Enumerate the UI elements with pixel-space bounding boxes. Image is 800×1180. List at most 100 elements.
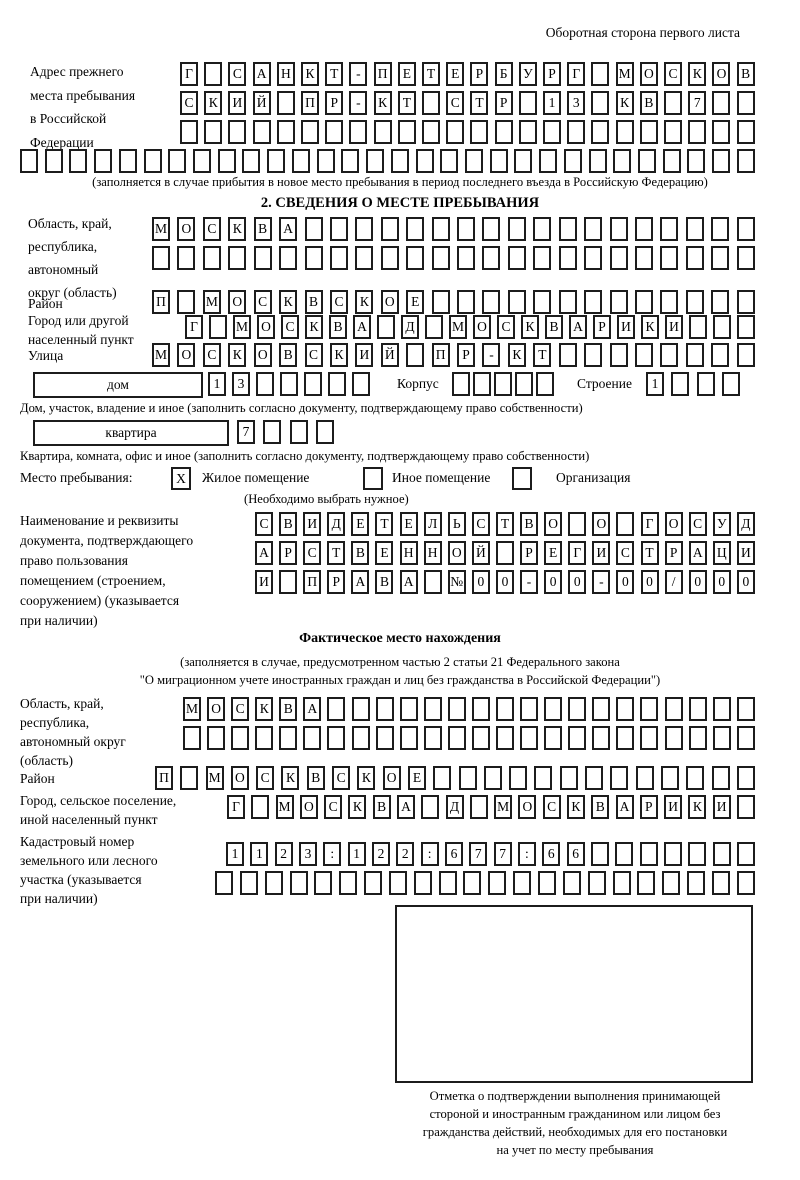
char-cell[interactable]: А [688,541,707,565]
char-cell[interactable]: И [592,541,611,565]
char-cell[interactable]: С [616,541,635,565]
char-cell[interactable] [507,217,526,241]
char-cell[interactable] [483,766,502,790]
char-cell[interactable] [660,343,679,367]
char-cell[interactable] [509,766,528,790]
char-cell[interactable] [507,246,526,270]
char-cell[interactable] [355,217,374,241]
char-cell[interactable]: Н [276,62,295,86]
char-cell[interactable]: Г [567,62,586,86]
char-cell[interactable] [612,871,631,895]
char-cell[interactable] [736,149,755,173]
char-cell[interactable] [518,91,537,115]
char-cell[interactable] [373,120,392,144]
char-cell[interactable] [452,372,470,396]
char-cell[interactable] [544,697,563,721]
char-cell[interactable]: - [482,343,501,367]
char-cell[interactable]: 1 [226,842,244,866]
char-cell[interactable]: 0 [616,570,635,594]
char-cell[interactable] [193,149,212,173]
char-cell[interactable]: Т [375,512,394,536]
char-cell[interactable] [143,149,162,173]
char-cell[interactable]: К [228,343,247,367]
checkbox-organization[interactable] [512,467,532,490]
char-cell[interactable] [279,726,298,750]
char-cell[interactable]: 1 [347,842,366,866]
char-cell[interactable] [640,697,659,721]
char-cell[interactable]: И [665,315,683,339]
char-cell[interactable] [341,149,360,173]
char-cell[interactable]: Д [445,795,464,819]
char-cell[interactable]: Р [325,91,344,115]
char-cell[interactable]: М [202,290,221,314]
char-cell[interactable]: 3 [567,91,586,115]
char-cell[interactable]: Р [543,62,562,86]
char-cell[interactable]: С [471,512,490,536]
char-cell[interactable] [711,871,730,895]
char-cell[interactable]: 7 [688,91,707,115]
char-cell[interactable] [482,217,501,241]
char-cell[interactable]: - [520,570,539,594]
char-cell[interactable]: О [299,795,318,819]
char-cell[interactable] [251,795,270,819]
char-cell[interactable] [712,842,731,866]
char-cell[interactable]: К [348,795,367,819]
char-cell[interactable] [20,149,38,173]
char-cell[interactable]: А [399,570,418,594]
char-cell[interactable] [637,149,656,173]
char-cell[interactable]: Е [397,62,416,86]
char-cell[interactable]: - [349,62,368,86]
char-cell[interactable]: 0 [471,570,490,594]
char-cell[interactable]: В [279,697,298,721]
char-cell[interactable] [94,149,113,173]
char-cell[interactable]: Т [422,62,441,86]
char-cell[interactable] [639,120,658,144]
char-cell[interactable]: В [329,315,347,339]
char-cell[interactable]: П [303,570,322,594]
char-cell[interactable] [204,120,223,144]
char-cell[interactable]: М [449,315,467,339]
char-cell[interactable]: Й [252,91,271,115]
char-cell[interactable]: О [253,343,272,367]
char-cell[interactable] [488,871,507,895]
char-cell[interactable] [736,697,755,721]
char-cell[interactable]: № [447,570,466,594]
char-cell[interactable] [585,766,604,790]
char-cell[interactable]: Б [494,62,513,86]
char-cell[interactable] [380,217,399,241]
char-cell[interactable] [303,726,322,750]
char-cell[interactable] [315,420,334,444]
char-cell[interactable] [253,246,272,270]
char-cell[interactable] [664,697,683,721]
char-cell[interactable]: М [275,795,294,819]
char-cell[interactable] [280,372,298,396]
char-cell[interactable]: - [592,570,611,594]
char-cell[interactable]: И [355,343,374,367]
char-cell[interactable] [616,697,635,721]
char-cell[interactable]: А [255,541,273,565]
char-cell[interactable] [590,842,609,866]
char-cell[interactable] [289,420,308,444]
char-cell[interactable] [447,697,466,721]
char-cell[interactable]: Е [375,541,394,565]
char-cell[interactable] [422,120,441,144]
char-cell[interactable] [252,120,271,144]
char-cell[interactable] [351,726,370,750]
char-cell[interactable]: С [446,91,465,115]
char-cell[interactable] [327,697,346,721]
char-cell[interactable]: Г [227,795,245,819]
char-cell[interactable]: А [396,795,415,819]
char-cell[interactable] [721,372,740,396]
char-cell[interactable]: 6 [444,842,463,866]
char-cell[interactable] [591,120,610,144]
char-cell[interactable] [423,697,442,721]
char-cell[interactable] [685,217,704,241]
char-cell[interactable] [152,246,170,270]
char-cell[interactable]: О [639,62,658,86]
char-cell[interactable]: Д [401,315,419,339]
char-cell[interactable] [587,871,606,895]
char-cell[interactable] [592,697,611,721]
char-cell[interactable]: А [353,315,371,339]
char-cell[interactable] [339,871,358,895]
char-cell[interactable] [316,149,335,173]
